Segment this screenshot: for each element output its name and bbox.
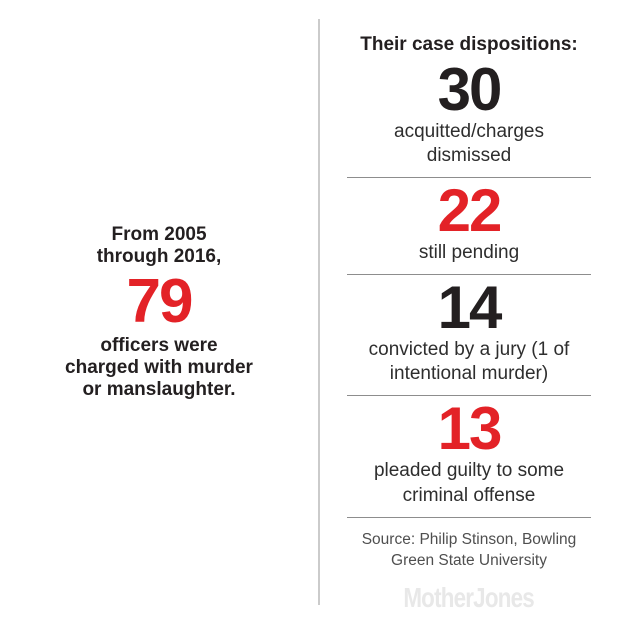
disposition-value: 30 xyxy=(437,55,503,123)
disposition-item-pending: 22 still pending xyxy=(347,177,591,276)
lead-stat-panel: From 2005 through 2016, 79 officers were… xyxy=(65,224,253,401)
disposition-label: acquitted/charges dismissed xyxy=(394,120,544,166)
lead-stat-intro: From 2005 through 2016, xyxy=(96,223,222,267)
disposition-label: pleaded guilty to some criminal offense xyxy=(373,460,565,506)
source-attribution: Source: Philip Stinson, Bowling Green St… xyxy=(361,530,577,569)
disposition-label: convicted by a jury (1 of intentional mu… xyxy=(368,339,570,385)
disposition-item-pleaded-guilty: 13 pleaded guilty to some criminal offen… xyxy=(347,395,591,518)
logo-container: MotherJones xyxy=(347,582,591,614)
disposition-value: 14 xyxy=(437,274,503,342)
lead-stat-description: officers were charged with murder or man… xyxy=(65,334,253,401)
lead-stat-value: 79 xyxy=(126,266,194,336)
disposition-item-acquitted: 30 acquitted/charges dismissed xyxy=(347,55,591,179)
disposition-value: 13 xyxy=(437,395,503,463)
motherjones-logo: MotherJones xyxy=(403,581,535,613)
dispositions-heading: Their case dispositions: xyxy=(360,34,578,55)
dispositions-panel: Their case dispositions: 30 acquitted/ch… xyxy=(347,0,591,614)
disposition-value: 22 xyxy=(437,177,503,245)
disposition-item-convicted: 14 convicted by a jury (1 of intentional… xyxy=(347,274,591,397)
vertical-divider xyxy=(318,19,320,605)
lead-stat-block: From 2005 through 2016, 79 officers were… xyxy=(65,224,253,401)
disposition-label: still pending xyxy=(418,242,520,264)
